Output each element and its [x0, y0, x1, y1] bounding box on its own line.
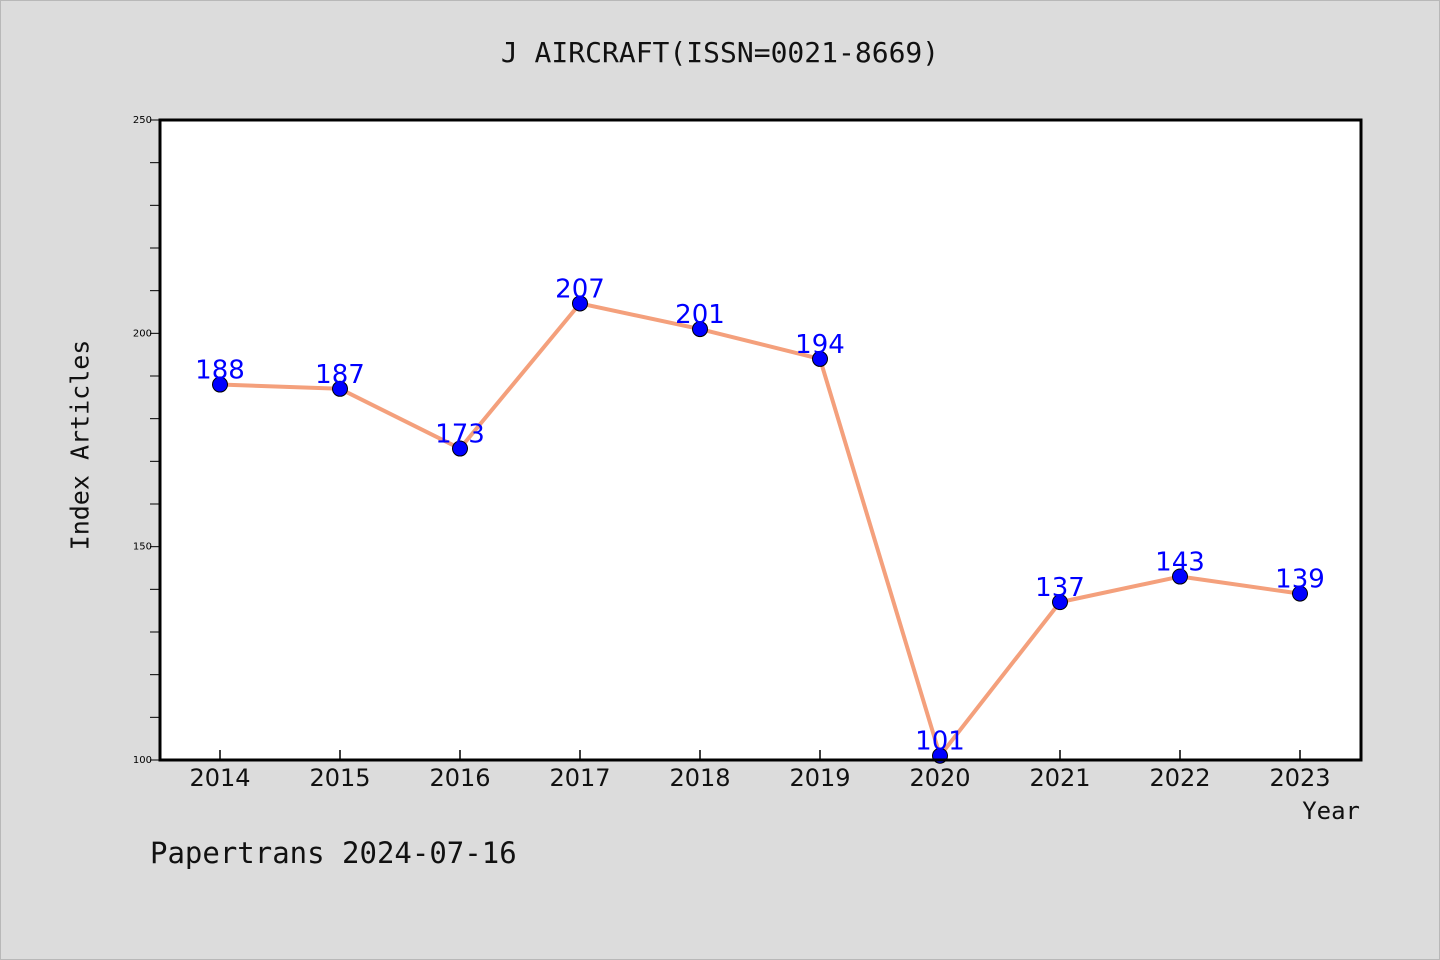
data-point — [452, 440, 468, 457]
x-tick-label: 2015 — [309, 764, 370, 792]
x-tick-label: 2019 — [789, 764, 850, 792]
data-label: 173 — [435, 420, 485, 450]
plot-border — [158, 118, 1363, 762]
data-label: 194 — [795, 330, 845, 360]
y-tick-label: 150 — [133, 542, 152, 553]
y-tick-label: 250 — [133, 115, 152, 126]
data-label: 207 — [555, 274, 605, 304]
x-tick-label: 2023 — [1269, 764, 1330, 792]
x-tick-label: 2022 — [1149, 764, 1210, 792]
data-point — [1172, 568, 1188, 585]
x-tick-label: 2021 — [1029, 764, 1090, 792]
series-line — [218, 301, 1302, 758]
x-tick-label: 2018 — [669, 764, 730, 792]
plot-area — [160, 120, 1361, 760]
data-label: 137 — [1035, 573, 1085, 603]
data-point — [1052, 594, 1068, 611]
data-label: 201 — [675, 300, 725, 330]
x-axis-title: Year — [1302, 797, 1360, 825]
x-tick-label: 2017 — [549, 764, 610, 792]
chart-title: J AIRCRAFT(ISSN=0021-8669) — [500, 36, 940, 69]
data-point — [572, 295, 588, 312]
data-point — [1292, 585, 1308, 602]
data-label: 101 — [915, 727, 965, 757]
x-tick-label: 2016 — [429, 764, 490, 792]
data-point — [692, 321, 708, 338]
y-tick-label: 100 — [133, 755, 152, 766]
footer-credit: Papertrans 2024-07-16 — [150, 836, 517, 870]
data-label: 187 — [315, 360, 365, 390]
data-label: 139 — [1275, 565, 1325, 595]
data-point — [212, 376, 228, 393]
data-point — [812, 350, 828, 367]
y-tick-label: 200 — [133, 328, 152, 339]
x-tick-label: 2014 — [189, 764, 250, 792]
data-label: 188 — [195, 356, 245, 386]
data-label: 143 — [1155, 548, 1205, 578]
data-point — [332, 380, 348, 397]
x-tick-label: 2020 — [909, 764, 970, 792]
y-axis-title: Index Articles — [65, 339, 95, 551]
